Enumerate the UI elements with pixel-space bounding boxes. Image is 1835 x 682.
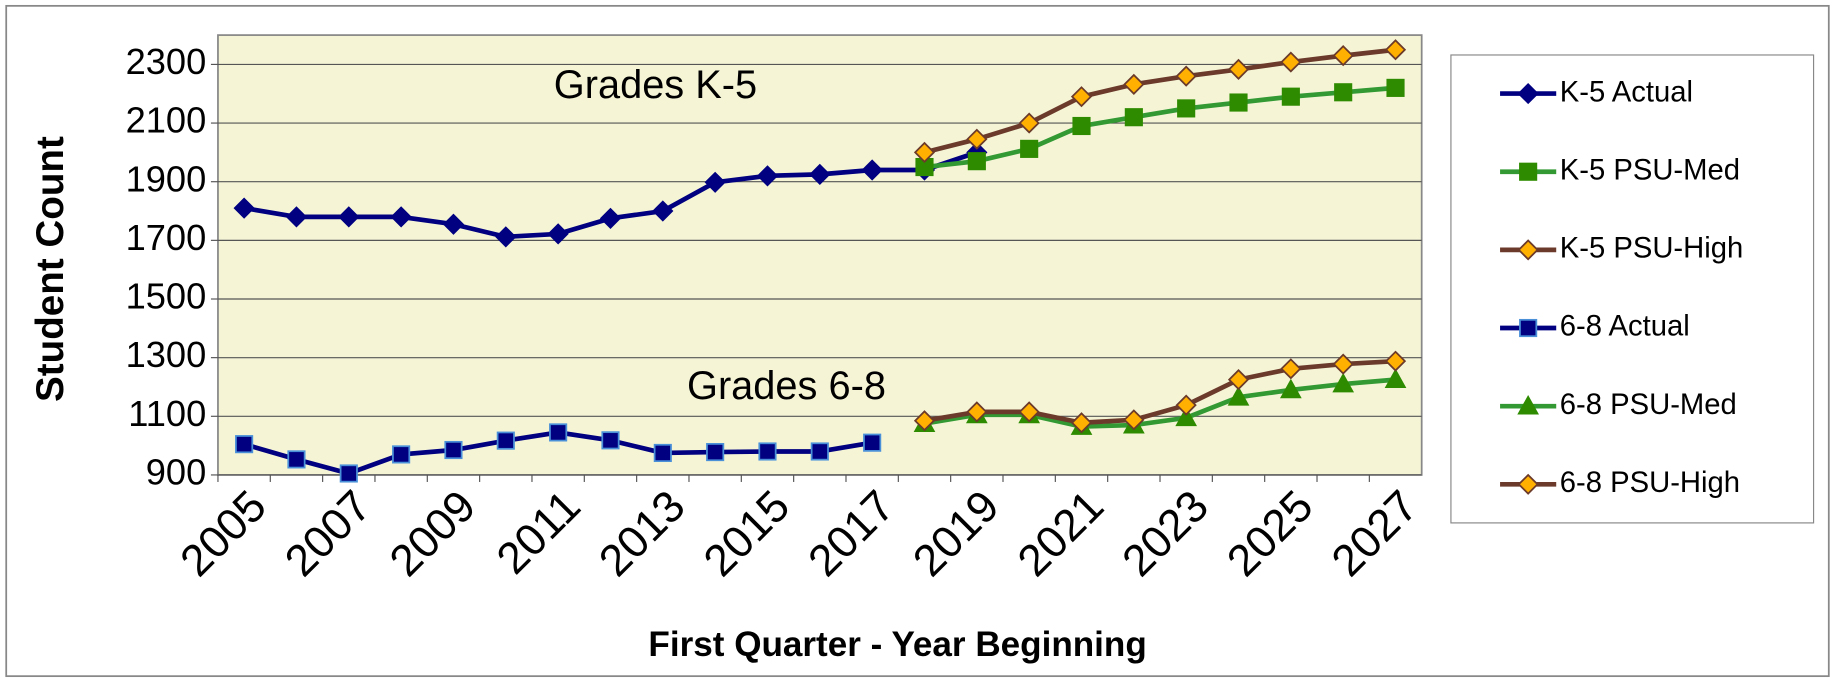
marker	[1018, 401, 1040, 423]
marker	[444, 440, 463, 460]
marker	[1123, 73, 1145, 95]
marker	[1517, 473, 1539, 495]
marker	[704, 171, 726, 193]
marker	[390, 206, 412, 228]
marker	[967, 152, 986, 171]
marker	[285, 206, 308, 228]
marker	[392, 445, 411, 464]
marker	[1519, 162, 1538, 181]
marker	[1519, 318, 1538, 338]
marker	[966, 128, 988, 150]
legend-label: 6-8 Actual	[1560, 311, 1690, 343]
marker	[547, 223, 569, 245]
marker	[338, 206, 360, 228]
marker	[599, 207, 622, 229]
annotation: Grades 6-8	[687, 364, 886, 408]
legend-label: 6-8 PSU-High	[1560, 467, 1740, 499]
y-axis-title: Student Count	[29, 136, 72, 402]
series-line	[924, 85, 1396, 170]
marker	[601, 431, 620, 450]
legend-label: K-5 Actual	[1560, 76, 1693, 108]
marker	[861, 159, 883, 181]
marker	[1384, 39, 1407, 61]
marker	[1227, 369, 1250, 391]
marker	[1384, 368, 1407, 389]
marker	[966, 401, 988, 423]
marker	[756, 165, 779, 187]
marker	[1386, 78, 1405, 97]
marker	[287, 450, 306, 469]
marker	[1334, 83, 1353, 102]
marker	[1175, 65, 1197, 87]
marker	[442, 213, 465, 235]
legend-label: 6-8 PSU-Med	[1560, 389, 1737, 421]
legend-label: K-5 PSU-Med	[1560, 154, 1740, 186]
marker	[810, 442, 829, 461]
marker	[1281, 87, 1300, 106]
series-line	[924, 358, 1396, 426]
marker	[235, 435, 254, 454]
marker	[809, 163, 831, 185]
y-tick-label: 1700	[126, 217, 207, 258]
marker	[1332, 372, 1355, 393]
marker	[1175, 406, 1198, 427]
series-line	[924, 377, 1396, 429]
marker	[1229, 93, 1248, 112]
marker	[1517, 239, 1539, 261]
y-tick-label: 2300	[126, 41, 207, 82]
legend	[1450, 54, 1815, 524]
y-tick-label: 1500	[126, 276, 207, 317]
marker	[1123, 409, 1145, 431]
x-axis-title: First Quarter - Year Beginning	[648, 625, 1146, 664]
legend-label: K-5 PSU-High	[1560, 233, 1744, 265]
marker	[495, 226, 517, 248]
marker	[1384, 350, 1407, 372]
marker	[496, 431, 515, 450]
marker	[1175, 394, 1197, 416]
y-tick-label: 1100	[128, 393, 206, 434]
marker	[1018, 112, 1040, 134]
marker	[1280, 358, 1302, 380]
marker	[1332, 45, 1354, 67]
marker	[706, 443, 725, 462]
annotation: Grades K-5	[554, 63, 757, 107]
marker	[1070, 412, 1093, 434]
series-line	[923, 47, 1396, 155]
marker	[1124, 108, 1143, 127]
marker	[758, 442, 777, 461]
marker	[1020, 139, 1039, 158]
marker	[1332, 353, 1354, 375]
y-tick-label: 2100	[126, 100, 207, 141]
marker	[1177, 99, 1196, 118]
marker	[652, 200, 674, 222]
marker	[1227, 386, 1250, 406]
marker	[1280, 51, 1302, 73]
marker	[653, 443, 672, 463]
y-tick-label: 1900	[126, 158, 207, 199]
y-tick-label: 900	[146, 452, 206, 493]
marker	[549, 423, 568, 442]
marker	[339, 464, 358, 483]
marker	[1517, 394, 1539, 415]
marker	[1070, 86, 1093, 108]
marker	[863, 433, 882, 452]
marker	[233, 197, 255, 219]
marker	[1279, 378, 1302, 399]
marker	[1227, 58, 1250, 81]
y-tick-label: 1300	[126, 334, 207, 375]
marker	[1072, 116, 1091, 136]
marker	[913, 410, 936, 432]
marker	[1517, 82, 1539, 105]
marker	[913, 141, 936, 163]
